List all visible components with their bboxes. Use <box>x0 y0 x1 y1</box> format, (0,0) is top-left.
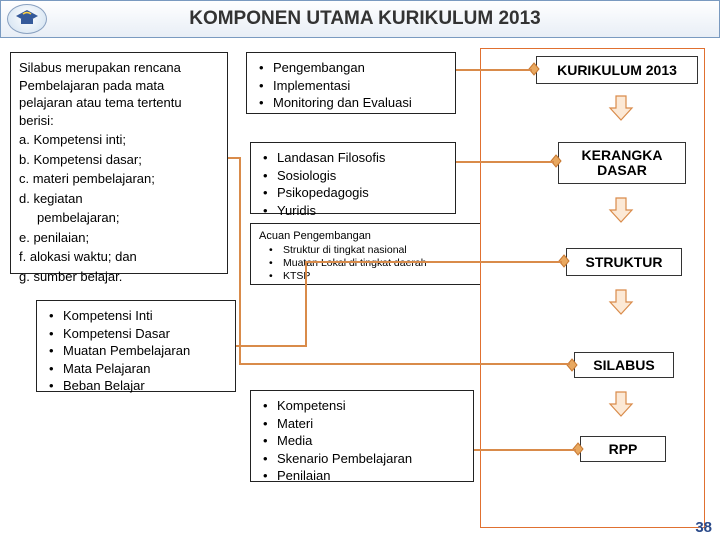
arrow-down-icon <box>608 94 634 122</box>
item-e: e. penilaian; <box>19 229 219 247</box>
mid4-item: Media <box>263 432 465 450</box>
arrow-down-icon <box>608 288 634 316</box>
connector-line <box>456 68 532 72</box>
connector-line <box>474 448 576 452</box>
item-g: g. sumber belajar. <box>19 268 219 286</box>
mid4-item: Penilaian <box>263 467 465 485</box>
bl-item: Beban Belajar <box>49 377 227 395</box>
silabus-description-box: Silabus merupakan rencana Pembelajaran p… <box>10 52 228 274</box>
mid4-item: Materi <box>263 415 465 433</box>
arrow-down-icon <box>608 196 634 224</box>
item-a: a. Kompetensi inti; <box>19 131 219 149</box>
page-title: KOMPONEN UTAMA KURIKULUM 2013 <box>57 8 713 30</box>
node-kurikulum-label: KURIKULUM 2013 <box>557 62 677 78</box>
kompetensi-box: Kompetensi Inti Kompetensi Dasar Muatan … <box>36 300 236 392</box>
mid1-item: Pengembangan <box>259 59 447 77</box>
node-kerangka-label2: DASAR <box>597 163 647 178</box>
bl-item: Kompetensi Inti <box>49 307 227 325</box>
node-rpp-label: RPP <box>609 441 638 457</box>
node-kerangka-label1: KERANGKA <box>582 148 663 163</box>
node-kerangka: KERANGKA DASAR <box>558 142 686 184</box>
mid4-item: Skenario Pembelajaran <box>263 450 465 468</box>
rpp-components-box: Kompetensi Materi Media Skenario Pembela… <box>250 390 474 482</box>
item-b: b. Kompetensi dasar; <box>19 151 219 169</box>
mid4-item: Kompetensi <box>263 397 465 415</box>
arrow-down-icon <box>608 390 634 418</box>
header-bar: KOMPONEN UTAMA KURIKULUM 2013 <box>0 0 720 38</box>
node-silabus: SILABUS <box>574 352 674 378</box>
bl-item: Muatan Pembelajaran <box>49 342 227 360</box>
mid1-item: Monitoring dan Evaluasi <box>259 94 447 112</box>
item-c: c. materi pembelajaran; <box>19 170 219 188</box>
item-d1: d. kegiatan <box>19 190 219 208</box>
node-rpp: RPP <box>580 436 666 462</box>
item-f: f. alokasi waktu; dan <box>19 248 219 266</box>
page-number: 38 <box>695 519 712 536</box>
node-struktur: STRUKTUR <box>566 248 682 276</box>
logo-emblem <box>7 4 47 34</box>
intro-text: Silabus merupakan rencana Pembelajaran p… <box>19 59 219 129</box>
node-kurikulum: KURIKULUM 2013 <box>536 56 698 84</box>
node-silabus-label: SILABUS <box>593 357 654 373</box>
emblem-icon <box>14 8 40 30</box>
item-d2: pembelajaran; <box>19 209 219 227</box>
node-struktur-label: STRUKTUR <box>586 254 663 270</box>
bl-item: Kompetensi Dasar <box>49 325 227 343</box>
mid1-item: Implementasi <box>259 77 447 95</box>
content-area: Silabus merupakan rencana Pembelajaran p… <box>0 38 720 540</box>
connector-elbow <box>228 158 570 368</box>
pengembangan-box: Pengembangan Implementasi Monitoring dan… <box>246 52 456 114</box>
bl-item: Mata Pelajaran <box>49 360 227 378</box>
